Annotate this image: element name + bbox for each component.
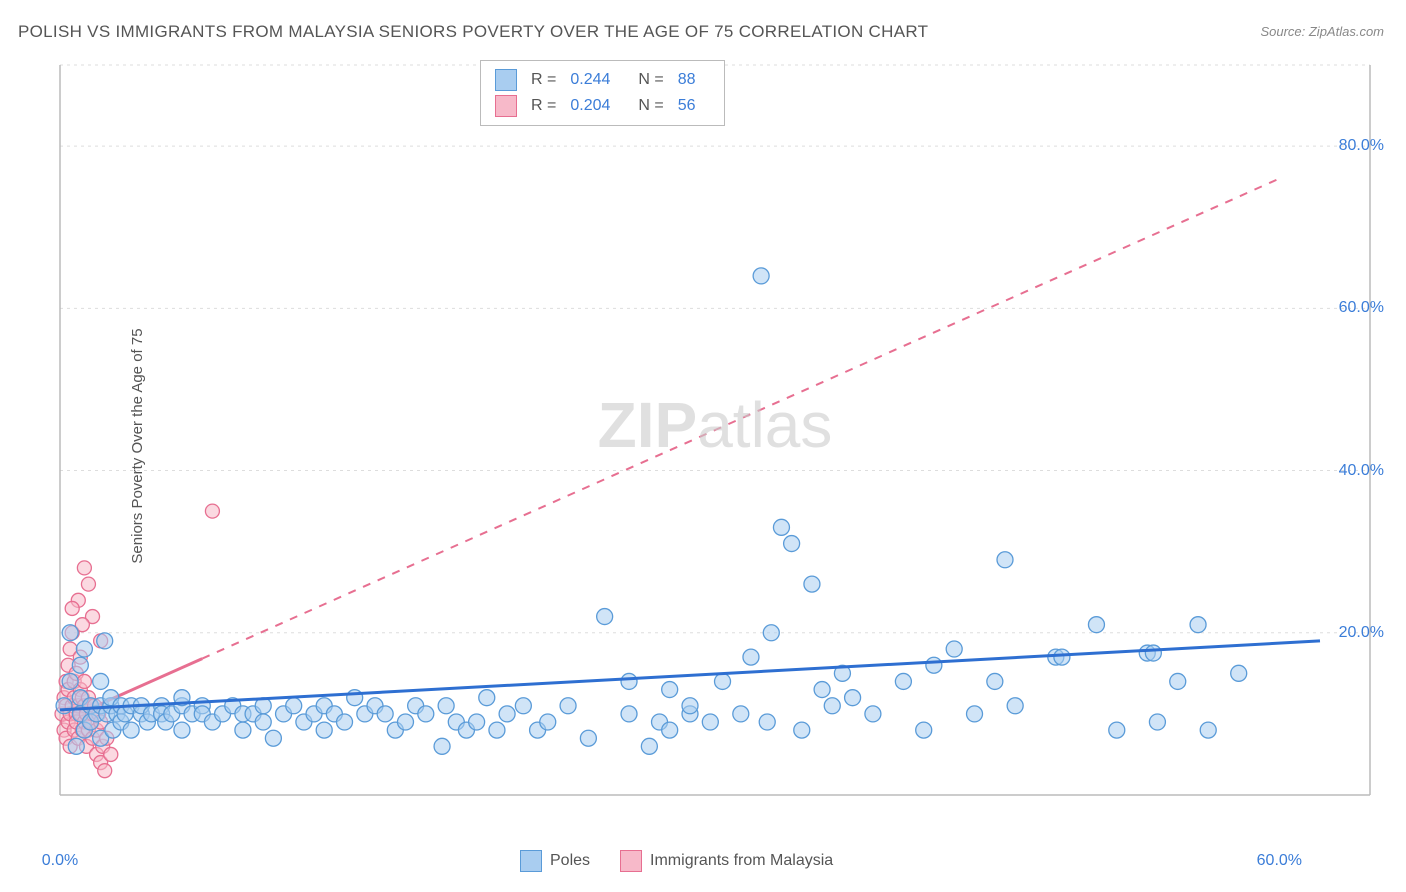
swatch-malaysia: [495, 95, 517, 117]
legend-swatch-poles: [520, 850, 542, 872]
legend-swatch-malaysia: [620, 850, 642, 872]
correlation-chart: POLISH VS IMMIGRANTS FROM MALAYSIA SENIO…: [0, 0, 1406, 892]
r-label: R =: [531, 71, 556, 89]
legend-item-poles: Poles: [520, 850, 590, 872]
stats-legend: R = 0.244 N = 88 R = 0.204 N = 56: [480, 60, 725, 126]
n-value-malaysia: 56: [678, 97, 696, 115]
x-tick-label: 60.0%: [1257, 852, 1302, 870]
bottom-legend: Poles Immigrants from Malaysia: [520, 850, 833, 872]
legend-item-malaysia: Immigrants from Malaysia: [620, 850, 833, 872]
chart-title: POLISH VS IMMIGRANTS FROM MALAYSIA SENIO…: [18, 22, 928, 42]
n-label: N =: [638, 71, 663, 89]
source-attribution: Source: ZipAtlas.com: [1260, 24, 1384, 39]
legend-label-malaysia: Immigrants from Malaysia: [650, 852, 833, 870]
y-tick-label: 20.0%: [1339, 624, 1384, 642]
y-tick-label: 80.0%: [1339, 137, 1384, 155]
stats-row-poles: R = 0.244 N = 88: [495, 67, 710, 93]
stats-row-malaysia: R = 0.204 N = 56: [495, 93, 710, 119]
r-label: R =: [531, 97, 556, 115]
x-tick-label: 0.0%: [42, 852, 78, 870]
plot-area: ZIPatlas: [50, 55, 1380, 825]
scatter-svg: [50, 55, 1380, 825]
swatch-poles: [495, 69, 517, 91]
y-tick-label: 40.0%: [1339, 462, 1384, 480]
r-value-malaysia: 0.204: [570, 97, 610, 115]
n-label: N =: [638, 97, 663, 115]
r-value-poles: 0.244: [570, 71, 610, 89]
y-tick-label: 60.0%: [1339, 299, 1384, 317]
legend-label-poles: Poles: [550, 852, 590, 870]
n-value-poles: 88: [678, 71, 696, 89]
